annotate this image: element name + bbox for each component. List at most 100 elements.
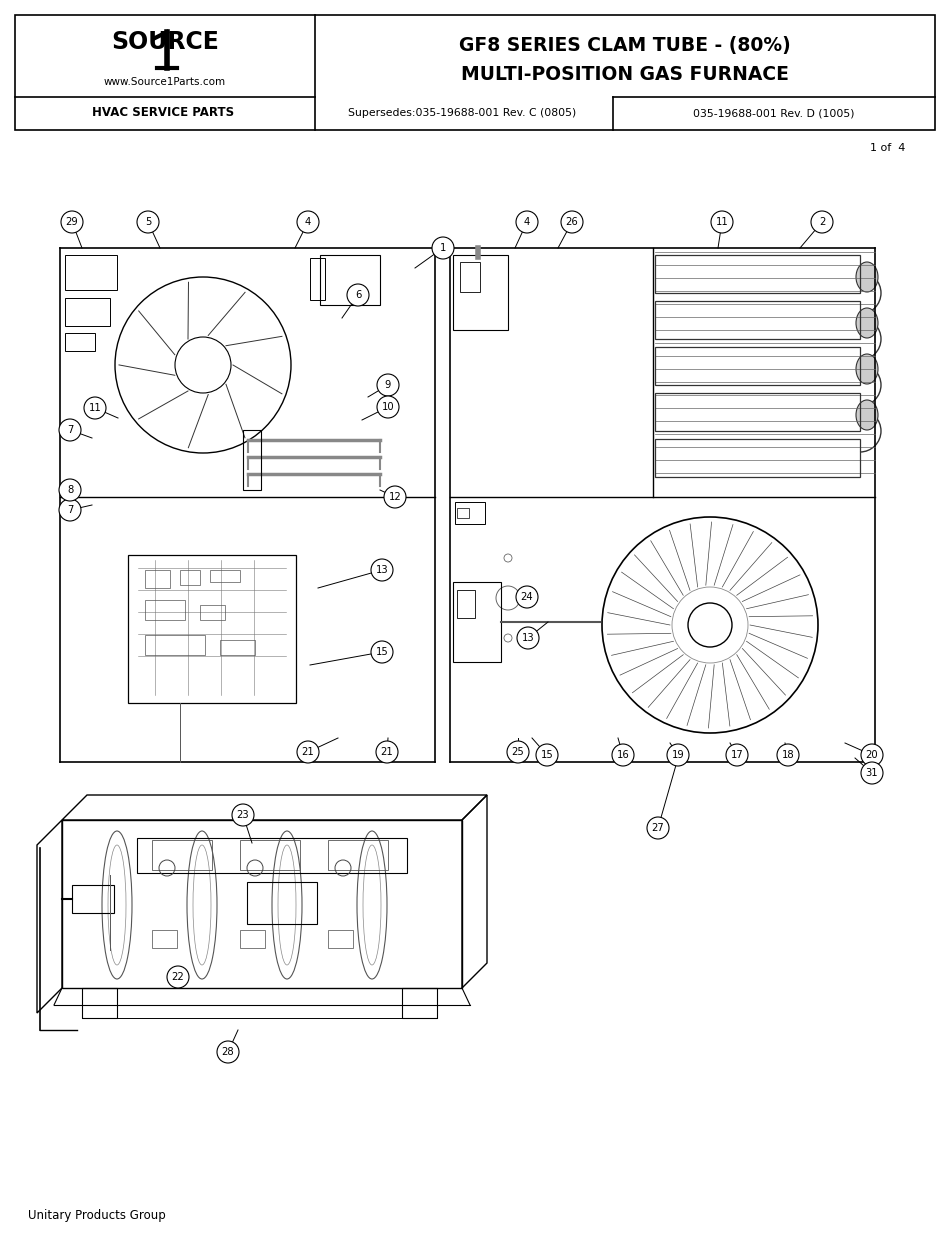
- Text: 25: 25: [512, 747, 524, 757]
- Text: 7: 7: [66, 505, 73, 515]
- Circle shape: [517, 627, 539, 649]
- Text: Unitary Products Group: Unitary Products Group: [28, 1209, 165, 1221]
- Bar: [65, 333, 95, 351]
- Text: 21: 21: [302, 747, 314, 757]
- Circle shape: [861, 762, 883, 784]
- Text: 13: 13: [375, 565, 389, 575]
- Circle shape: [84, 397, 106, 419]
- Bar: [180, 570, 200, 585]
- Circle shape: [217, 1041, 239, 1064]
- Circle shape: [777, 745, 799, 766]
- Circle shape: [516, 586, 538, 608]
- Bar: [460, 262, 480, 292]
- Circle shape: [137, 211, 159, 233]
- Bar: [65, 298, 110, 326]
- Bar: [240, 840, 300, 870]
- Bar: [655, 254, 860, 293]
- Text: 2: 2: [819, 217, 826, 227]
- Circle shape: [861, 745, 883, 766]
- Bar: [328, 840, 388, 870]
- Circle shape: [536, 745, 558, 766]
- Circle shape: [297, 741, 319, 763]
- Bar: [247, 882, 317, 925]
- Bar: [453, 254, 508, 330]
- Circle shape: [811, 211, 833, 233]
- Circle shape: [59, 479, 81, 501]
- Text: GF8 SERIES CLAM TUBE - (80%): GF8 SERIES CLAM TUBE - (80%): [459, 36, 790, 55]
- Text: 16: 16: [617, 750, 629, 759]
- Bar: [200, 606, 225, 620]
- Circle shape: [726, 745, 748, 766]
- Text: 24: 24: [521, 592, 533, 602]
- Bar: [655, 347, 860, 385]
- Text: 31: 31: [865, 768, 879, 778]
- Text: 15: 15: [541, 750, 553, 759]
- Text: MULTI-POSITION GAS FURNACE: MULTI-POSITION GAS FURNACE: [461, 66, 788, 84]
- Bar: [62, 820, 462, 988]
- Bar: [655, 439, 860, 477]
- Bar: [128, 555, 296, 702]
- Bar: [82, 988, 117, 1018]
- Circle shape: [507, 741, 529, 763]
- Bar: [220, 640, 255, 655]
- Text: 1 of  4: 1 of 4: [869, 143, 905, 153]
- Bar: [145, 599, 185, 620]
- Circle shape: [232, 804, 254, 827]
- Bar: [240, 930, 265, 948]
- Text: 17: 17: [731, 750, 743, 759]
- Text: 19: 19: [672, 750, 684, 759]
- Text: 11: 11: [715, 217, 729, 227]
- Circle shape: [384, 486, 406, 508]
- Ellipse shape: [856, 400, 878, 429]
- Text: 12: 12: [389, 491, 401, 503]
- Text: 21: 21: [381, 747, 393, 757]
- Circle shape: [711, 211, 733, 233]
- Circle shape: [561, 211, 583, 233]
- Text: 4: 4: [523, 217, 530, 227]
- Ellipse shape: [856, 308, 878, 338]
- Bar: [243, 429, 261, 490]
- Text: 18: 18: [782, 750, 794, 759]
- Text: 1: 1: [440, 243, 446, 253]
- Text: 4: 4: [305, 217, 312, 227]
- Text: 13: 13: [522, 633, 534, 643]
- Text: 28: 28: [221, 1047, 235, 1057]
- Circle shape: [59, 499, 81, 521]
- Text: 5: 5: [144, 217, 151, 227]
- Bar: [152, 930, 177, 948]
- Circle shape: [432, 237, 454, 259]
- Circle shape: [612, 745, 634, 766]
- Circle shape: [377, 396, 399, 418]
- Text: www.Source1Parts.com: www.Source1Parts.com: [104, 77, 226, 87]
- Bar: [320, 254, 380, 305]
- Bar: [15, 15, 935, 130]
- Bar: [655, 393, 860, 431]
- Bar: [453, 582, 501, 661]
- Circle shape: [371, 642, 393, 663]
- Text: Supersedes:035-19688-001 Rev. C (0805): Supersedes:035-19688-001 Rev. C (0805): [348, 108, 576, 118]
- Bar: [145, 570, 170, 588]
- Ellipse shape: [856, 262, 878, 292]
- Bar: [457, 508, 469, 517]
- Circle shape: [516, 211, 538, 233]
- Text: 035-19688-001 Rev. D (1005): 035-19688-001 Rev. D (1005): [694, 108, 855, 118]
- Text: HVAC SERVICE PARTS: HVAC SERVICE PARTS: [92, 107, 234, 119]
- Text: 9: 9: [385, 380, 391, 390]
- Text: 26: 26: [565, 217, 579, 227]
- Bar: [65, 254, 117, 290]
- Bar: [145, 635, 205, 655]
- Text: 7: 7: [66, 424, 73, 436]
- Bar: [210, 570, 240, 582]
- Circle shape: [167, 965, 189, 988]
- Text: 6: 6: [354, 290, 361, 300]
- Bar: [328, 930, 353, 948]
- Text: 10: 10: [382, 402, 394, 412]
- Circle shape: [377, 374, 399, 396]
- Circle shape: [297, 211, 319, 233]
- Bar: [402, 988, 437, 1018]
- Circle shape: [61, 211, 83, 233]
- Circle shape: [667, 745, 689, 766]
- Text: 20: 20: [865, 750, 879, 759]
- Bar: [152, 840, 212, 870]
- Circle shape: [647, 817, 669, 839]
